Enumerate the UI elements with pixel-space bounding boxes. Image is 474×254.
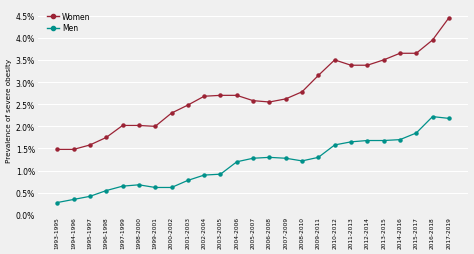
Women: [266, 101, 272, 104]
Men: [413, 132, 419, 135]
Men: [71, 198, 76, 201]
Men: [316, 156, 321, 159]
Women: [316, 75, 321, 78]
Women: [55, 148, 60, 151]
Women: [234, 94, 240, 98]
Line: Men: Men: [56, 116, 450, 204]
Men: [446, 117, 452, 120]
Men: [169, 186, 174, 189]
Men: [103, 189, 109, 192]
Men: [348, 141, 354, 144]
Women: [348, 65, 354, 68]
Men: [218, 173, 223, 176]
Men: [365, 139, 370, 142]
Women: [87, 144, 93, 147]
Men: [299, 160, 305, 163]
Men: [87, 195, 93, 198]
Men: [136, 184, 142, 187]
Line: Women: Women: [56, 17, 450, 151]
Legend: Women, Men: Women, Men: [46, 11, 92, 35]
Women: [250, 100, 256, 103]
Men: [185, 179, 191, 182]
Men: [397, 139, 403, 142]
Men: [250, 157, 256, 160]
Women: [365, 65, 370, 68]
Women: [71, 148, 76, 151]
Men: [381, 139, 386, 142]
Women: [381, 59, 386, 62]
Women: [169, 112, 174, 115]
Men: [152, 186, 158, 189]
Men: [234, 161, 240, 164]
Women: [413, 53, 419, 56]
Women: [397, 53, 403, 56]
Women: [332, 59, 337, 62]
Men: [283, 157, 289, 160]
Women: [136, 124, 142, 128]
Men: [120, 185, 126, 188]
Women: [446, 17, 452, 20]
Men: [430, 116, 436, 119]
Men: [201, 174, 207, 177]
Women: [299, 91, 305, 94]
Women: [103, 136, 109, 139]
Y-axis label: Prevalence of severe obesity: Prevalence of severe obesity: [6, 58, 11, 162]
Men: [266, 156, 272, 159]
Women: [430, 39, 436, 42]
Women: [201, 95, 207, 98]
Men: [55, 201, 60, 204]
Women: [120, 124, 126, 128]
Men: [332, 144, 337, 147]
Women: [218, 94, 223, 98]
Women: [152, 125, 158, 128]
Women: [283, 98, 289, 101]
Women: [185, 104, 191, 107]
